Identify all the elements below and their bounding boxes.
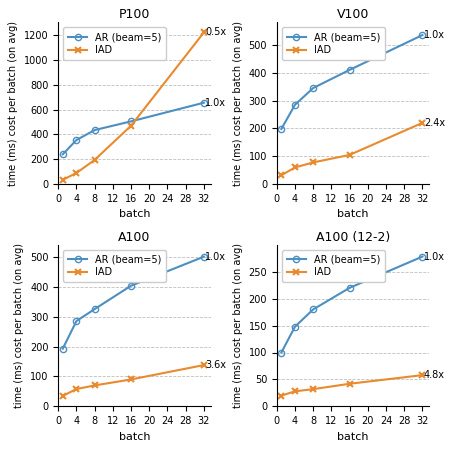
- AR (beam=5): [74, 137, 79, 143]
- Y-axis label: time (ms) cost per batch (on avg): time (ms) cost per batch (on avg): [14, 243, 24, 408]
- Y-axis label: time (ms) cost per batch (on avg): time (ms) cost per batch (on avg): [233, 21, 243, 186]
- Title: P100: P100: [119, 9, 150, 21]
- AR (beam=5): [347, 67, 352, 72]
- IAD: [310, 387, 316, 392]
- Line: AR (beam=5): AR (beam=5): [278, 32, 425, 132]
- X-axis label: batch: batch: [337, 209, 369, 220]
- AR (beam=5): [92, 306, 97, 312]
- AR (beam=5): [201, 254, 207, 259]
- Text: 3.6x: 3.6x: [205, 360, 226, 370]
- Text: 1.0x: 1.0x: [424, 252, 445, 261]
- IAD: [310, 160, 316, 165]
- AR (beam=5): [292, 324, 298, 329]
- Line: AR (beam=5): AR (beam=5): [60, 99, 207, 158]
- IAD: [279, 393, 284, 398]
- IAD: [92, 157, 97, 162]
- AR (beam=5): [92, 127, 97, 133]
- Text: 1.0x: 1.0x: [205, 252, 226, 262]
- IAD: [420, 120, 425, 126]
- Legend: AR (beam=5), IAD: AR (beam=5), IAD: [282, 250, 385, 282]
- Text: 1.0x: 1.0x: [424, 30, 445, 40]
- Line: AR (beam=5): AR (beam=5): [60, 253, 207, 352]
- IAD: [347, 381, 352, 387]
- AR (beam=5): [279, 126, 284, 132]
- Line: IAD: IAD: [278, 119, 426, 179]
- AR (beam=5): [347, 285, 352, 291]
- X-axis label: batch: batch: [119, 432, 150, 441]
- IAD: [74, 386, 79, 391]
- AR (beam=5): [60, 152, 66, 157]
- Legend: AR (beam=5), IAD: AR (beam=5), IAD: [63, 250, 166, 282]
- AR (beam=5): [310, 86, 316, 91]
- IAD: [74, 170, 79, 176]
- IAD: [128, 123, 134, 128]
- AR (beam=5): [128, 119, 134, 124]
- Text: 1.0x: 1.0x: [205, 98, 226, 108]
- IAD: [347, 152, 352, 158]
- Title: V100: V100: [337, 9, 369, 21]
- IAD: [420, 373, 425, 378]
- AR (beam=5): [128, 283, 134, 288]
- IAD: [60, 393, 66, 399]
- AR (beam=5): [60, 346, 66, 351]
- AR (beam=5): [74, 318, 79, 324]
- X-axis label: batch: batch: [337, 432, 369, 441]
- IAD: [92, 383, 97, 388]
- Line: IAD: IAD: [278, 372, 426, 399]
- Title: A100: A100: [118, 230, 151, 243]
- IAD: [128, 377, 134, 382]
- AR (beam=5): [292, 102, 298, 108]
- AR (beam=5): [420, 32, 425, 38]
- Text: 0.5x: 0.5x: [205, 27, 226, 37]
- Text: 2.4x: 2.4x: [424, 118, 445, 128]
- Y-axis label: time (ms) cost per batch (on avg): time (ms) cost per batch (on avg): [233, 243, 243, 408]
- X-axis label: batch: batch: [119, 209, 150, 220]
- AR (beam=5): [279, 350, 284, 355]
- AR (beam=5): [310, 307, 316, 312]
- IAD: [292, 389, 298, 394]
- IAD: [292, 165, 298, 170]
- AR (beam=5): [420, 254, 425, 259]
- Legend: AR (beam=5), IAD: AR (beam=5), IAD: [63, 27, 166, 60]
- Line: AR (beam=5): AR (beam=5): [278, 253, 425, 356]
- IAD: [279, 172, 284, 178]
- Line: IAD: IAD: [59, 29, 207, 183]
- Legend: AR (beam=5), IAD: AR (beam=5), IAD: [282, 27, 385, 60]
- Title: A100 (12-2): A100 (12-2): [316, 230, 390, 243]
- AR (beam=5): [201, 100, 207, 105]
- IAD: [60, 177, 66, 183]
- Text: 4.8x: 4.8x: [424, 370, 445, 380]
- Y-axis label: time (ms) cost per batch (on avg): time (ms) cost per batch (on avg): [8, 21, 18, 186]
- Line: IAD: IAD: [59, 362, 207, 400]
- IAD: [201, 362, 207, 368]
- IAD: [201, 30, 207, 35]
